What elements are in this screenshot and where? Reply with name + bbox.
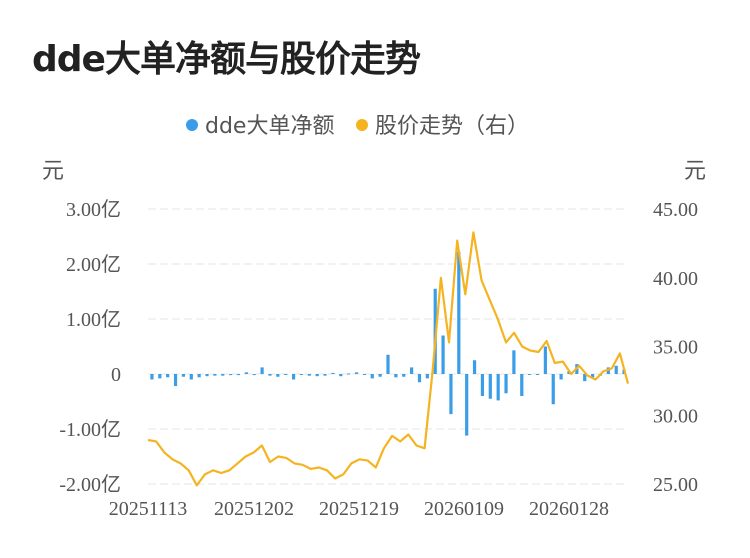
legend-label-dde[interactable]: dde大单净额 <box>205 114 334 139</box>
left-axis-unit: 元 <box>42 159 64 184</box>
left-tick-label: 1.00亿 <box>66 308 121 331</box>
left-tick-label: -1.00亿 <box>59 418 121 441</box>
left-tick-label: 3.00亿 <box>66 198 121 221</box>
dde-bar <box>354 372 359 374</box>
dde-bar <box>386 354 390 374</box>
x-tick-label: 20260109 <box>424 498 504 520</box>
dde-bar <box>205 374 209 377</box>
dde-bar <box>197 374 201 378</box>
dde-bar <box>362 374 366 375</box>
right-tick-label: 30.00 <box>653 405 698 427</box>
dde-bar <box>173 374 178 387</box>
dde-bar <box>378 374 382 377</box>
chart-title: dde大单净额与股价走势 <box>32 39 421 80</box>
dde-bar <box>410 367 414 374</box>
dde-bar <box>323 374 327 376</box>
dde-bar <box>315 374 319 377</box>
dde-bar <box>488 374 492 399</box>
right-tick-label: 25.00 <box>653 474 698 496</box>
dde-bar <box>331 372 335 374</box>
dde-bar <box>244 372 248 374</box>
dde-bar <box>166 374 170 378</box>
dde-bar <box>150 374 154 380</box>
dde-bar <box>260 367 264 374</box>
dde-bar <box>276 374 280 377</box>
dde-bar <box>614 365 618 374</box>
dde-bar <box>402 374 406 377</box>
dde-bar <box>229 374 233 376</box>
dde-bar <box>394 374 398 378</box>
dde-bar <box>590 374 595 378</box>
dde-bar <box>520 374 524 396</box>
legend: dde大单净额 股价走势（右） <box>186 114 529 139</box>
left-tick-label: 0 <box>111 364 121 386</box>
dde-bar <box>535 374 540 375</box>
dde-bar <box>307 374 311 376</box>
dde-bar <box>221 374 225 376</box>
dde-bar <box>465 374 469 436</box>
dde-bar <box>291 374 296 380</box>
dde-bar <box>213 374 217 376</box>
x-tick-label: 20260128 <box>529 498 609 520</box>
dde-bar <box>441 335 445 374</box>
left-axis-ticks: 3.00亿 2.00亿 1.00亿 0 -1.00亿 -2.00亿 <box>59 198 121 496</box>
legend-marker-dde <box>186 119 198 131</box>
right-axis-unit: 元 <box>684 159 706 184</box>
x-axis-ticks: 20251113 20251202 20251219 20260109 20260128 <box>109 498 609 520</box>
dde-bar <box>528 374 532 375</box>
dde-bar <box>583 374 587 382</box>
legend-marker-price <box>356 119 368 131</box>
dde-bar <box>189 374 193 380</box>
dde-bar <box>158 374 162 379</box>
dde-bar <box>339 374 343 377</box>
right-axis-ticks: 45.00 40.00 35.00 30.00 25.00 <box>653 199 698 496</box>
dde-bar <box>299 374 304 375</box>
legend-label-price[interactable]: 股价走势（右） <box>375 114 529 139</box>
price-line <box>147 231 630 487</box>
dde-bar <box>417 374 422 383</box>
dde-bar <box>252 374 256 376</box>
dde-bar <box>512 350 516 374</box>
dde-bar <box>425 374 429 379</box>
price-series-line <box>147 231 630 487</box>
x-tick-label: 20251113 <box>109 498 188 520</box>
dde-bar <box>370 374 374 379</box>
dde-bar <box>472 360 477 374</box>
dde-bar <box>543 346 547 374</box>
dde-bar <box>284 374 288 375</box>
left-tick-label: -2.00亿 <box>59 473 121 496</box>
dde-bar <box>504 374 508 394</box>
dde-bar <box>268 374 272 376</box>
dde-bar <box>347 373 351 375</box>
dde-bar <box>457 251 461 374</box>
dde-bar <box>236 374 241 376</box>
dde-bar <box>480 374 485 396</box>
dde-bar <box>559 374 563 380</box>
dde-bars <box>150 251 626 436</box>
dde-bar <box>496 374 500 401</box>
dde-bar <box>449 374 453 415</box>
right-tick-label: 35.00 <box>653 337 698 359</box>
right-tick-label: 40.00 <box>653 268 698 290</box>
dde-bar <box>551 374 555 405</box>
x-tick-label: 20251202 <box>214 498 294 520</box>
right-tick-label: 45.00 <box>653 199 698 221</box>
x-tick-label: 20251219 <box>319 498 399 520</box>
dde-bar <box>181 374 186 377</box>
left-tick-label: 2.00亿 <box>66 253 121 276</box>
